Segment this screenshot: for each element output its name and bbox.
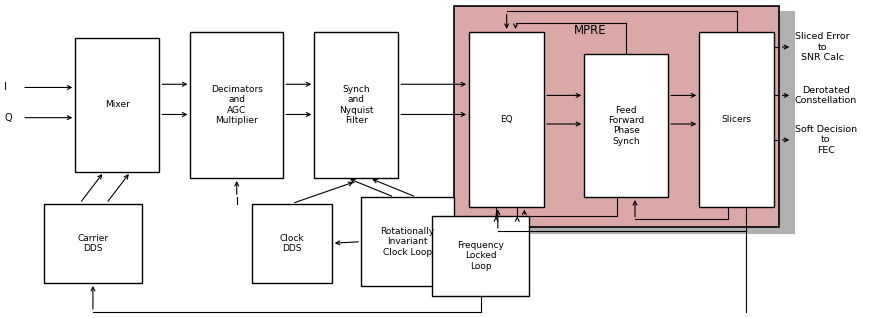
Bar [252,204,332,283]
Text: Clock
DDS: Clock DDS [280,233,304,253]
Text: Feed
Forward
Phase
Synch: Feed Forward Phase Synch [608,106,644,146]
Text: MPRE: MPRE [574,24,607,37]
Bar [190,32,283,178]
Text: EQ: EQ [500,115,513,124]
Text: Q: Q [4,113,12,123]
Text: I: I [4,82,7,93]
Text: Derotated
Constellation: Derotated Constellation [795,86,857,105]
Bar [469,32,544,207]
Text: Synch
and
Nyquist
Filter: Synch and Nyquist Filter [339,85,373,125]
Text: Carrier
DDS: Carrier DDS [77,233,109,253]
Bar [44,204,142,283]
Bar [699,32,774,207]
Text: Sliced Error
to
SNR Calc: Sliced Error to SNR Calc [795,32,850,62]
Bar [467,11,795,234]
Text: Rotationally
Invariant
Clock Loop: Rotationally Invariant Clock Loop [381,227,435,257]
Text: Soft Decision
to
FEC: Soft Decision to FEC [795,125,857,155]
Bar [361,197,454,286]
Text: Mixer: Mixer [104,100,130,109]
Text: Frequency
Locked
Loop: Frequency Locked Loop [458,241,504,271]
Bar [432,216,529,296]
Bar [584,54,668,197]
Bar [454,6,779,227]
Text: Slicers: Slicers [722,115,751,124]
Bar [314,32,398,178]
Text: Decimators
and
AGC
Multiplier: Decimators and AGC Multiplier [211,85,263,125]
Bar [75,38,159,172]
